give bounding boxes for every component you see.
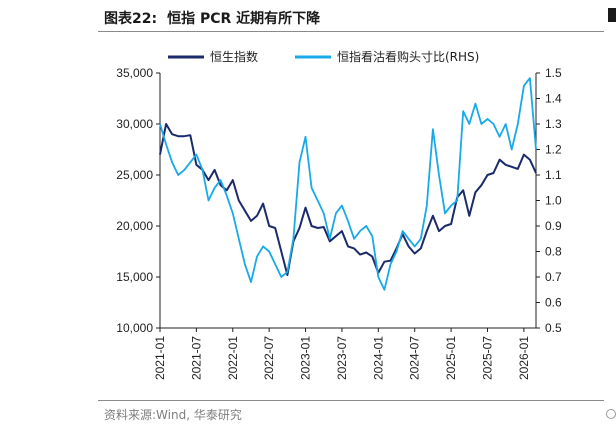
x-tick-label: 2022-01 — [226, 336, 240, 380]
series-group — [159, 77, 537, 291]
figure-title: 图表22: 恒指 PCR 近期有所下降 — [104, 8, 320, 28]
x-tick-label: 2022-07 — [262, 336, 276, 380]
series-line-hsi — [159, 123, 537, 276]
x-tick-label: 2021-07 — [189, 336, 203, 380]
y-tick-right-label: 1.4 — [545, 92, 562, 106]
axes-group: 10,000 15,000 20,000 25,000 30,000 35,000 0.5 0… — [116, 66, 562, 380]
x-tick-label: 2024-01 — [371, 336, 385, 380]
y-tick-left-label: 25,000 — [116, 168, 153, 182]
y-tick-right-label: 0.5 — [545, 321, 562, 335]
figure-label: 图表22: — [104, 11, 158, 27]
y-tick-left-label: 15,000 — [116, 270, 153, 284]
legend-entry-pcr-label: 恒指看沽看购头寸比(RHS) — [337, 49, 479, 64]
adjacent-marker-icon — [606, 409, 616, 419]
figure-title-text: 恒指 PCR 近期有所下降 — [167, 11, 321, 27]
y-tick-left-label: 30,000 — [116, 117, 153, 131]
series-line-pcr — [159, 77, 537, 291]
x-tick-label: 2021-01 — [153, 336, 167, 380]
y-tick-right-label: 1.1 — [545, 168, 562, 182]
y-tick-right-label: 0.8 — [545, 245, 562, 259]
x-tick-label: 2026-01 — [517, 336, 531, 380]
x-tick-label: 2025-01 — [444, 336, 458, 380]
y-tick-right-label: 0.6 — [545, 296, 562, 310]
y-tick-left-label: 10,000 — [116, 321, 153, 335]
bottom-divider — [98, 400, 604, 401]
legend-group: 恒生指数 恒指看沽看购头寸比(RHS) — [168, 49, 479, 64]
legend-entry-hsi-label: 恒生指数 — [210, 49, 258, 64]
y-tick-right-label: 0.9 — [545, 219, 562, 233]
top-divider — [98, 31, 604, 32]
y-tick-right-label: 1.5 — [545, 66, 562, 80]
x-tick-label: 2023-07 — [335, 336, 349, 380]
x-tick-label: 2023-01 — [299, 336, 313, 380]
y-tick-right-label: 1.0 — [545, 194, 562, 208]
x-tick-label: 2024-07 — [408, 336, 422, 380]
source-note: 资料来源:Wind, 华泰研究 — [104, 408, 242, 422]
y-tick-left-label: 35,000 — [116, 66, 153, 80]
x-tick-label: 2025-07 — [480, 336, 494, 380]
y-tick-left-label: 20,000 — [116, 219, 153, 233]
adjacent-figure-edge — [608, 8, 616, 22]
y-tick-right-label: 1.2 — [545, 143, 562, 157]
y-tick-right-label: 1.3 — [545, 117, 562, 131]
y-tick-right-label: 0.7 — [545, 270, 562, 284]
